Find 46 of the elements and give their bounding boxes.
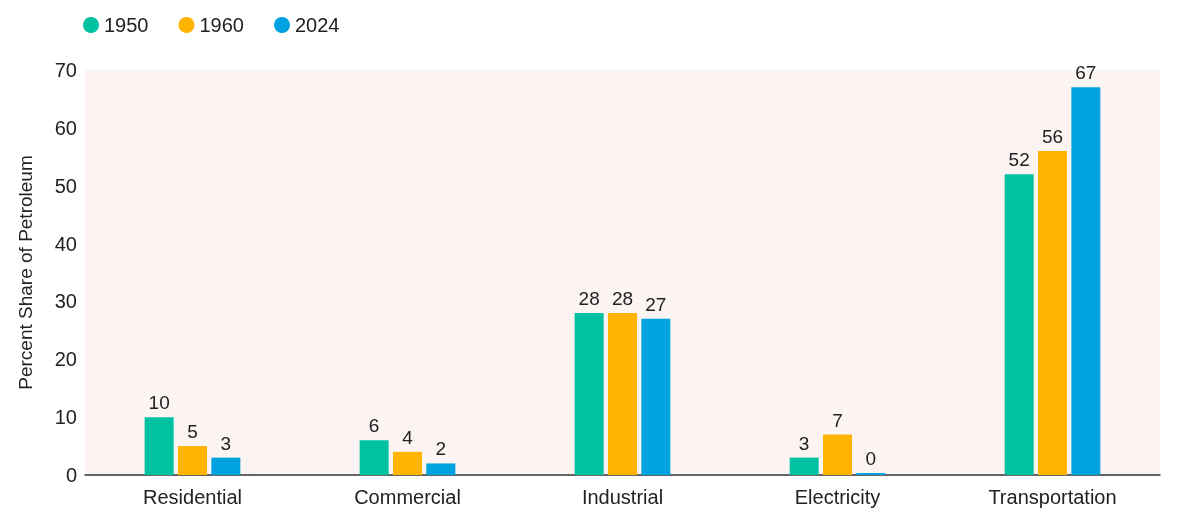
y-tick-label: 10 (54, 406, 77, 429)
data-label: 4 (402, 426, 414, 448)
legend-label: 1950 (104, 14, 149, 36)
x-tick-label: Commercial (354, 486, 461, 508)
bar (178, 446, 207, 475)
bar (1004, 174, 1034, 475)
bar (823, 434, 852, 475)
bar (641, 318, 671, 475)
data-label: 2 (435, 438, 447, 460)
x-tick-label: Industrial (581, 486, 664, 508)
data-label: 10 (148, 392, 170, 414)
data-label: 3 (798, 432, 810, 454)
legend-label: 1960 (199, 14, 244, 36)
data-label: 28 (578, 288, 600, 309)
y-tick-label: 30 (54, 290, 77, 313)
bar (144, 417, 174, 475)
x-tick-label: Residential (143, 486, 242, 508)
legend-label: 2024 (294, 14, 340, 36)
y-tick-label: 70 (54, 59, 77, 81)
bar (426, 463, 456, 475)
data-label: 52 (1008, 149, 1030, 171)
data-label: 3 (220, 432, 232, 454)
data-label: 0 (865, 448, 877, 469)
y-axis-title: Percent Share of Petroleum (15, 155, 36, 390)
bar (574, 313, 604, 475)
y-tick-label: 20 (54, 348, 77, 371)
data-label: 56 (1041, 126, 1064, 147)
data-label: 7 (832, 409, 843, 431)
y-tick-label: 50 (54, 174, 77, 197)
y-tick-label: 40 (54, 232, 77, 255)
data-label: 67 (1075, 62, 1097, 84)
data-label: 5 (187, 421, 198, 443)
x-tick-label: Transportation (988, 486, 1117, 508)
data-label: 27 (645, 293, 667, 315)
bar (393, 451, 422, 475)
bar (359, 440, 389, 475)
y-tick-label: 0 (65, 464, 77, 486)
data-label: 6 (368, 415, 380, 437)
y-tick-label: 60 (54, 116, 77, 139)
x-tick-label: Electricity (794, 486, 881, 508)
bar (608, 313, 637, 475)
bar (789, 457, 819, 475)
bar (211, 457, 241, 475)
bar (1071, 87, 1101, 475)
bar (1038, 151, 1067, 475)
data-label: 28 (611, 288, 634, 309)
